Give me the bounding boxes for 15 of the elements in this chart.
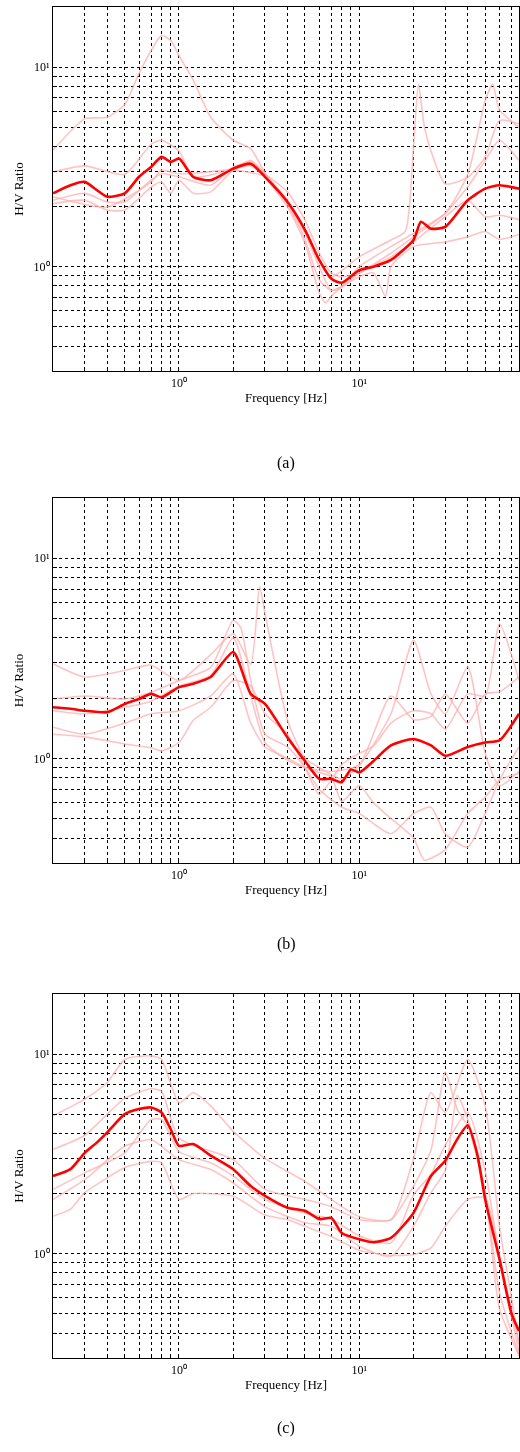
y-axis-title: H/V Ratio	[11, 1149, 27, 1203]
y-tick-label: 10¹	[33, 1047, 50, 1062]
x-axis-title: Frequency [Hz]	[245, 1377, 327, 1393]
y-axis-title: H/V Ratio	[11, 653, 27, 708]
y-tick-label: 10¹	[33, 60, 50, 75]
x-axis-title: Frequency [Hz]	[245, 882, 327, 898]
y-tick-label: 10¹	[33, 551, 50, 566]
text: (a)	[277, 454, 295, 472]
y-tick-label: 10⁰	[33, 751, 50, 766]
y-tick-label: 10⁰	[33, 259, 50, 274]
text: (c)	[277, 1419, 295, 1437]
x-axis-title: Frequency [Hz]	[245, 390, 327, 406]
y-axis-title: H/V Ratio	[11, 162, 27, 216]
text: (b)	[277, 935, 296, 953]
y-tick-label: 10⁰	[33, 1246, 50, 1261]
